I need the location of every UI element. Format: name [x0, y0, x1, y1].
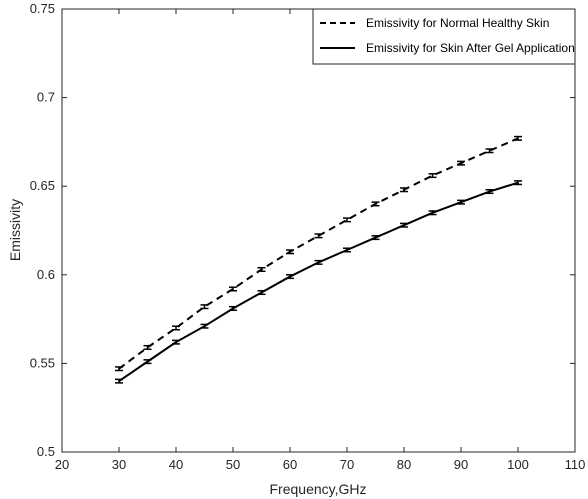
x-axis-title: Frequency,GHz: [270, 481, 367, 497]
y-tick-label: 0.55: [30, 355, 55, 370]
y-tick-label: 0.65: [30, 178, 55, 193]
legend-box: [312, 8, 576, 65]
y-tick-label: 0.7: [37, 90, 55, 105]
series-layer: [115, 135, 522, 384]
x-tick-label: 90: [454, 457, 468, 472]
x-tick-label: 60: [283, 457, 297, 472]
legend-label-normal-skin: Emissivity for Normal Healthy Skin: [366, 16, 549, 30]
y-tick-label: 0.5: [37, 444, 55, 459]
x-tick-label: 40: [169, 457, 183, 472]
tick-layer: 20 30 40 50 60 70 80 90 100 110 0.5 0.55 0.6 0.65 0.7 0…: [30, 1, 586, 472]
legend-label-gel-skin: Emissivity for Skin After Gel Applicatio…: [366, 41, 575, 55]
x-tick-label: 100: [507, 457, 529, 472]
legend: Emissivity for Normal Healthy Skin Emiss…: [312, 8, 576, 65]
plot-area-background: [62, 9, 575, 452]
x-tick-label: 110: [565, 457, 586, 472]
y-axis-title: Emissivity: [7, 199, 23, 261]
x-tick-label: 50: [226, 457, 240, 472]
x-tick-label: 30: [112, 457, 126, 472]
y-tick-label: 0.75: [30, 1, 55, 16]
x-tick-label: 20: [55, 457, 69, 472]
x-tick-label: 80: [397, 457, 411, 472]
x-tick-label: 70: [340, 457, 354, 472]
series-line-normal-skin: [118, 137, 519, 370]
y-tick-label: 0.6: [37, 267, 55, 282]
